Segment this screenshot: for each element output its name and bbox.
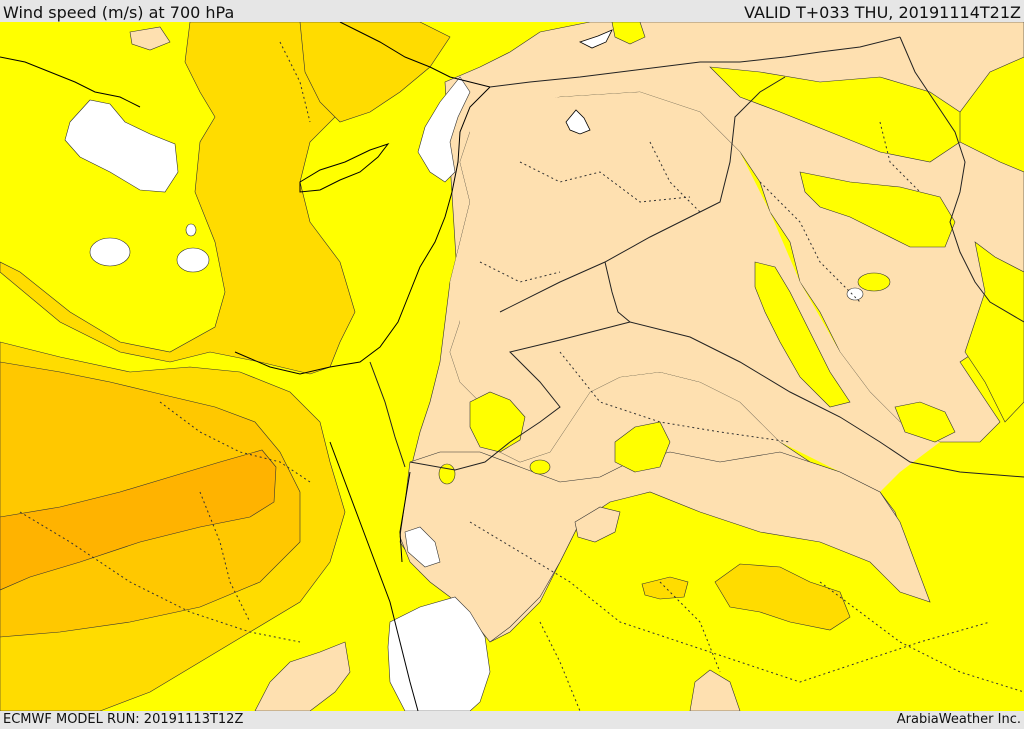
- wind-patch-yellow-5: [894, 401, 956, 443]
- coastline-aegean: [0, 56, 141, 108]
- border-iran-iraq: [899, 36, 1024, 323]
- lake-van: [578, 29, 613, 49]
- coastline-gulf-suez: [329, 441, 419, 711]
- wind-patch-5-10-southcentral: [689, 669, 741, 711]
- wind-patch-15-20-south-small: [641, 576, 689, 600]
- wind-patch-yellow-10: [857, 272, 891, 292]
- wind-zone-25-30: [0, 449, 277, 591]
- coastline-gulf-aqaba: [399, 471, 411, 563]
- footer-bar: ECMWF MODEL RUN: 20191113T12Z ArabiaWeat…: [0, 711, 1024, 729]
- wind-calm-west-sea: [64, 99, 179, 193]
- wind-patch-yellow-2: [614, 421, 671, 473]
- wind-patch-yellow-8: [529, 459, 551, 475]
- border-syria-iraq: [499, 76, 786, 313]
- wind-calm-coast: [417, 76, 471, 183]
- border-turkey-syria: [489, 36, 901, 88]
- wind-patch-5-10-northwest: [129, 26, 171, 51]
- wind-calm-blob-1: [89, 237, 131, 267]
- coastline-turkey: [339, 22, 491, 88]
- wind-zone-yellow-far-east: [964, 241, 1024, 423]
- wind-patch-yellow-1: [469, 391, 526, 453]
- model-run: ECMWF MODEL RUN: 20191113T12Z: [3, 712, 244, 727]
- wind-calm-gulf: [404, 526, 441, 568]
- wind-calm-south: [387, 596, 491, 711]
- wind-calm-blob-2: [176, 247, 210, 273]
- wind-patch-yellow-3: [754, 261, 851, 408]
- wind-patch-yellow-7: [611, 22, 646, 45]
- wind-speed-map: [0, 22, 1024, 711]
- wind-patch-yellow-9: [438, 463, 456, 485]
- province-boundaries: [19, 41, 1024, 711]
- wind-patch-yellow-4: [799, 171, 956, 248]
- map-title: Wind speed (m/s) at 700 hPa: [3, 3, 235, 22]
- coastline-levant: [234, 86, 491, 375]
- border-iraq-saudi: [629, 321, 1024, 478]
- valid-time: VALID T+033 THU, 20191114T21Z: [744, 3, 1021, 22]
- wind-patch-5-10-red-sea: [574, 506, 621, 543]
- coastline-cyprus: [299, 143, 390, 193]
- wind-patch-5-10-sinai: [254, 641, 351, 711]
- wind-patch-yellow-6: [709, 66, 961, 163]
- border-jordan: [409, 261, 632, 471]
- header-bar: Wind speed (m/s) at 700 hPa VALID T+033 …: [0, 0, 1024, 22]
- wind-zone-15-20-north: [299, 22, 451, 123]
- wind-calm-iraq: [846, 287, 864, 301]
- wind-patch-15-20-south: [714, 563, 851, 631]
- lake-assad: [565, 109, 591, 135]
- border-egypt-israel: [369, 361, 406, 468]
- credit: ArabiaWeather Inc.: [896, 712, 1021, 727]
- wind-calm-blob-3: [185, 223, 197, 237]
